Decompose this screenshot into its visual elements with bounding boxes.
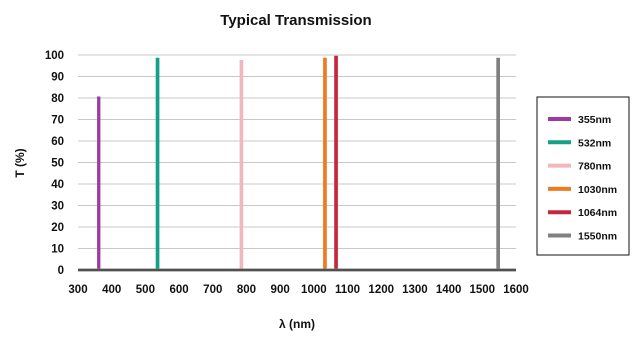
y-tick-label: 0	[58, 265, 64, 277]
x-axis-label: λ (nm)	[279, 317, 315, 331]
series-line-532nm	[78, 57, 516, 272]
x-tick-label: 1000	[301, 284, 327, 296]
y-tick-label: 80	[51, 93, 64, 105]
series-line-1030nm	[78, 57, 516, 272]
legend-label: 1550nm	[578, 231, 617, 243]
series-line-1064nm	[78, 55, 516, 272]
series-line-1550nm	[78, 57, 516, 272]
x-tick-label: 1400	[436, 284, 462, 296]
y-tick-label: 90	[51, 72, 64, 84]
y-tick-label: 10	[51, 244, 64, 256]
x-tick-label: 300	[68, 284, 87, 296]
legend-box	[536, 96, 630, 256]
x-tick-label: 700	[203, 284, 222, 296]
series-lines	[78, 55, 516, 272]
gridlines	[78, 54, 516, 249]
series-line-780nm	[78, 60, 516, 272]
legend: 355nm 532nm 780nm 1030nm 1064nm 1550nm	[536, 96, 630, 256]
legend-label: 1030nm	[578, 184, 617, 196]
x-tick-label: 600	[169, 284, 188, 296]
x-tick-label: 900	[271, 284, 290, 296]
y-axis-label: T (%)	[13, 148, 27, 177]
y-tick-labels: 0 10 20 30 40 50 60 70 80 90 100	[45, 50, 64, 277]
x-tick-label: 500	[136, 284, 155, 296]
x-tick-label: 1600	[503, 284, 529, 296]
legend-label: 532nm	[578, 137, 611, 149]
y-tick-label: 30	[51, 201, 64, 213]
x-tick-label: 1300	[402, 284, 428, 296]
y-tick-label: 100	[45, 50, 64, 62]
y-tick-label: 50	[51, 158, 64, 170]
x-tick-labels: 300 400 500 600 700 800 900 1000 1100 1200 1300 140…	[68, 284, 528, 296]
legend-label: 1064nm	[578, 207, 617, 219]
y-tick-label: 20	[51, 222, 64, 234]
x-tick-label: 400	[102, 284, 121, 296]
y-tick-label: 40	[51, 179, 64, 191]
x-tick-label: 1200	[368, 284, 394, 296]
y-tick-label: 70	[51, 115, 64, 127]
chart-title: Typical Transmission	[220, 12, 371, 29]
legend-label: 780nm	[578, 161, 611, 173]
x-tick-label: 800	[237, 284, 256, 296]
x-tick-label: 1500	[470, 284, 496, 296]
legend-label: 355nm	[578, 114, 611, 126]
x-tick-label: 1100	[335, 284, 360, 296]
y-tick-label: 60	[51, 136, 64, 148]
